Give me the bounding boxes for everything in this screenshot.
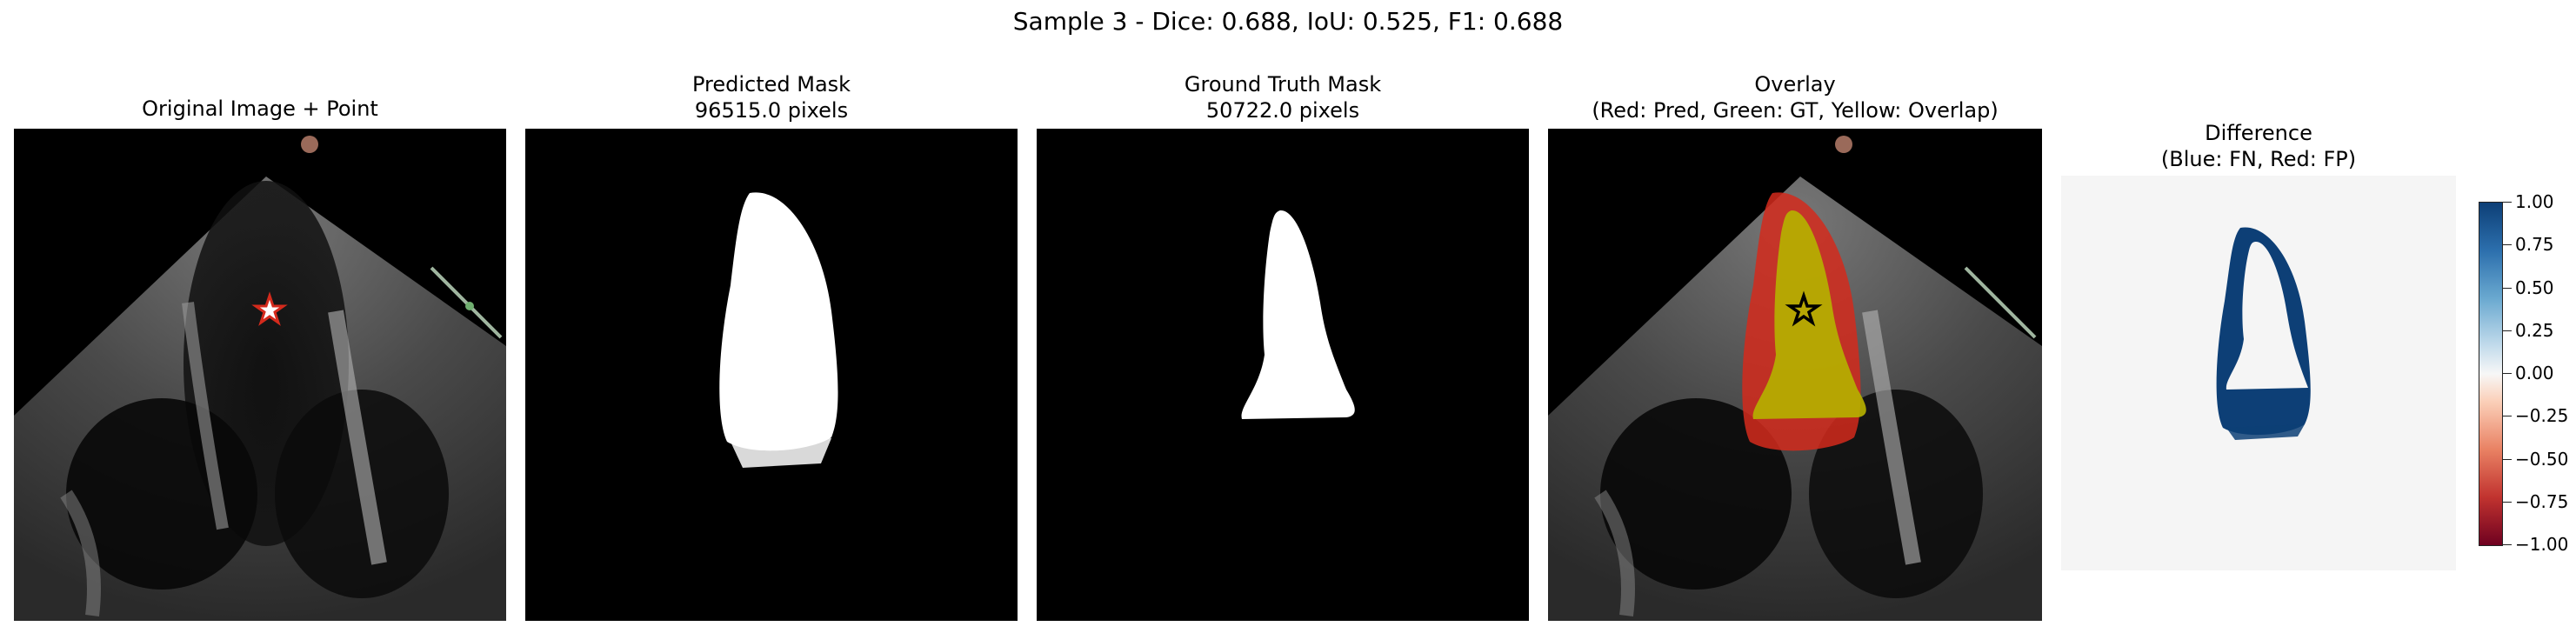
figure-suptitle: Sample 3 - Dice: 0.688, IoU: 0.525, F1: … xyxy=(1012,7,1564,36)
overlay-image xyxy=(1548,129,2042,621)
colorbar-tick xyxy=(2503,373,2512,374)
difference-panel xyxy=(2061,176,2456,570)
panel-title-overlay-line2: (Red: Pred, Green: GT, Yellow: Overlap) xyxy=(1592,98,1999,123)
panel-title-difference: Difference (Blue: FN, Red: FP) xyxy=(2061,120,2456,172)
colorbar-tick-label: 0.00 xyxy=(2515,363,2554,383)
panel-title-groundtruth-line1: Ground Truth Mask xyxy=(1184,72,1382,97)
colorbar-tick xyxy=(2503,244,2512,245)
ground-truth-mask xyxy=(1037,129,1529,621)
colorbar-tick xyxy=(2503,288,2512,289)
star-icon xyxy=(251,291,288,326)
panel-title-original: Original Image + Point xyxy=(14,96,506,122)
colorbar-tick-label: −0.50 xyxy=(2515,449,2569,470)
panel-title-difference-line2: (Blue: FN, Red: FP) xyxy=(2160,147,2357,171)
predicted-mask xyxy=(525,129,1018,621)
panel-title-predicted-line2: 96515.0 pixels xyxy=(694,98,849,123)
ground-truth-mask-panel xyxy=(1037,129,1529,621)
panel-title-original-line1: Original Image + Point xyxy=(142,97,378,121)
panel-title-groundtruth: Ground Truth Mask 50722.0 pixels xyxy=(1037,71,1529,123)
difference-map xyxy=(2061,176,2456,570)
original-image-panel xyxy=(14,129,506,621)
colorbar-tick-label: 0.75 xyxy=(2515,234,2554,255)
predicted-mask-panel xyxy=(525,129,1018,621)
ultrasound-image xyxy=(14,129,506,621)
panel-title-groundtruth-line2: 50722.0 pixels xyxy=(1205,98,1360,123)
colorbar-tick xyxy=(2503,502,2512,503)
colorbar-tick xyxy=(2503,330,2512,331)
colorbar-tick-label: −0.75 xyxy=(2515,491,2569,512)
colorbar xyxy=(2479,202,2503,546)
overlay-panel xyxy=(1548,129,2042,621)
colorbar-tick xyxy=(2503,544,2512,545)
panel-title-predicted: Predicted Mask 96515.0 pixels xyxy=(525,71,1018,123)
panel-title-overlay-line1: Overlay xyxy=(1754,72,1836,97)
colorbar-tick-label: 0.50 xyxy=(2515,277,2554,298)
star-icon xyxy=(1785,290,1823,327)
colorbar-tick-label: 0.25 xyxy=(2515,320,2554,341)
colorbar-tick xyxy=(2503,459,2512,460)
panel-title-difference-line1: Difference xyxy=(2205,121,2312,145)
colorbar-tick-label: 1.00 xyxy=(2515,191,2554,212)
panel-title-predicted-line1: Predicted Mask xyxy=(691,72,851,97)
panel-title-overlay: Overlay (Red: Pred, Green: GT, Yellow: O… xyxy=(1548,71,2042,123)
colorbar-tick-label: −0.25 xyxy=(2515,405,2569,426)
colorbar-tick xyxy=(2503,202,2512,203)
colorbar-tick-label: −1.00 xyxy=(2515,534,2569,555)
